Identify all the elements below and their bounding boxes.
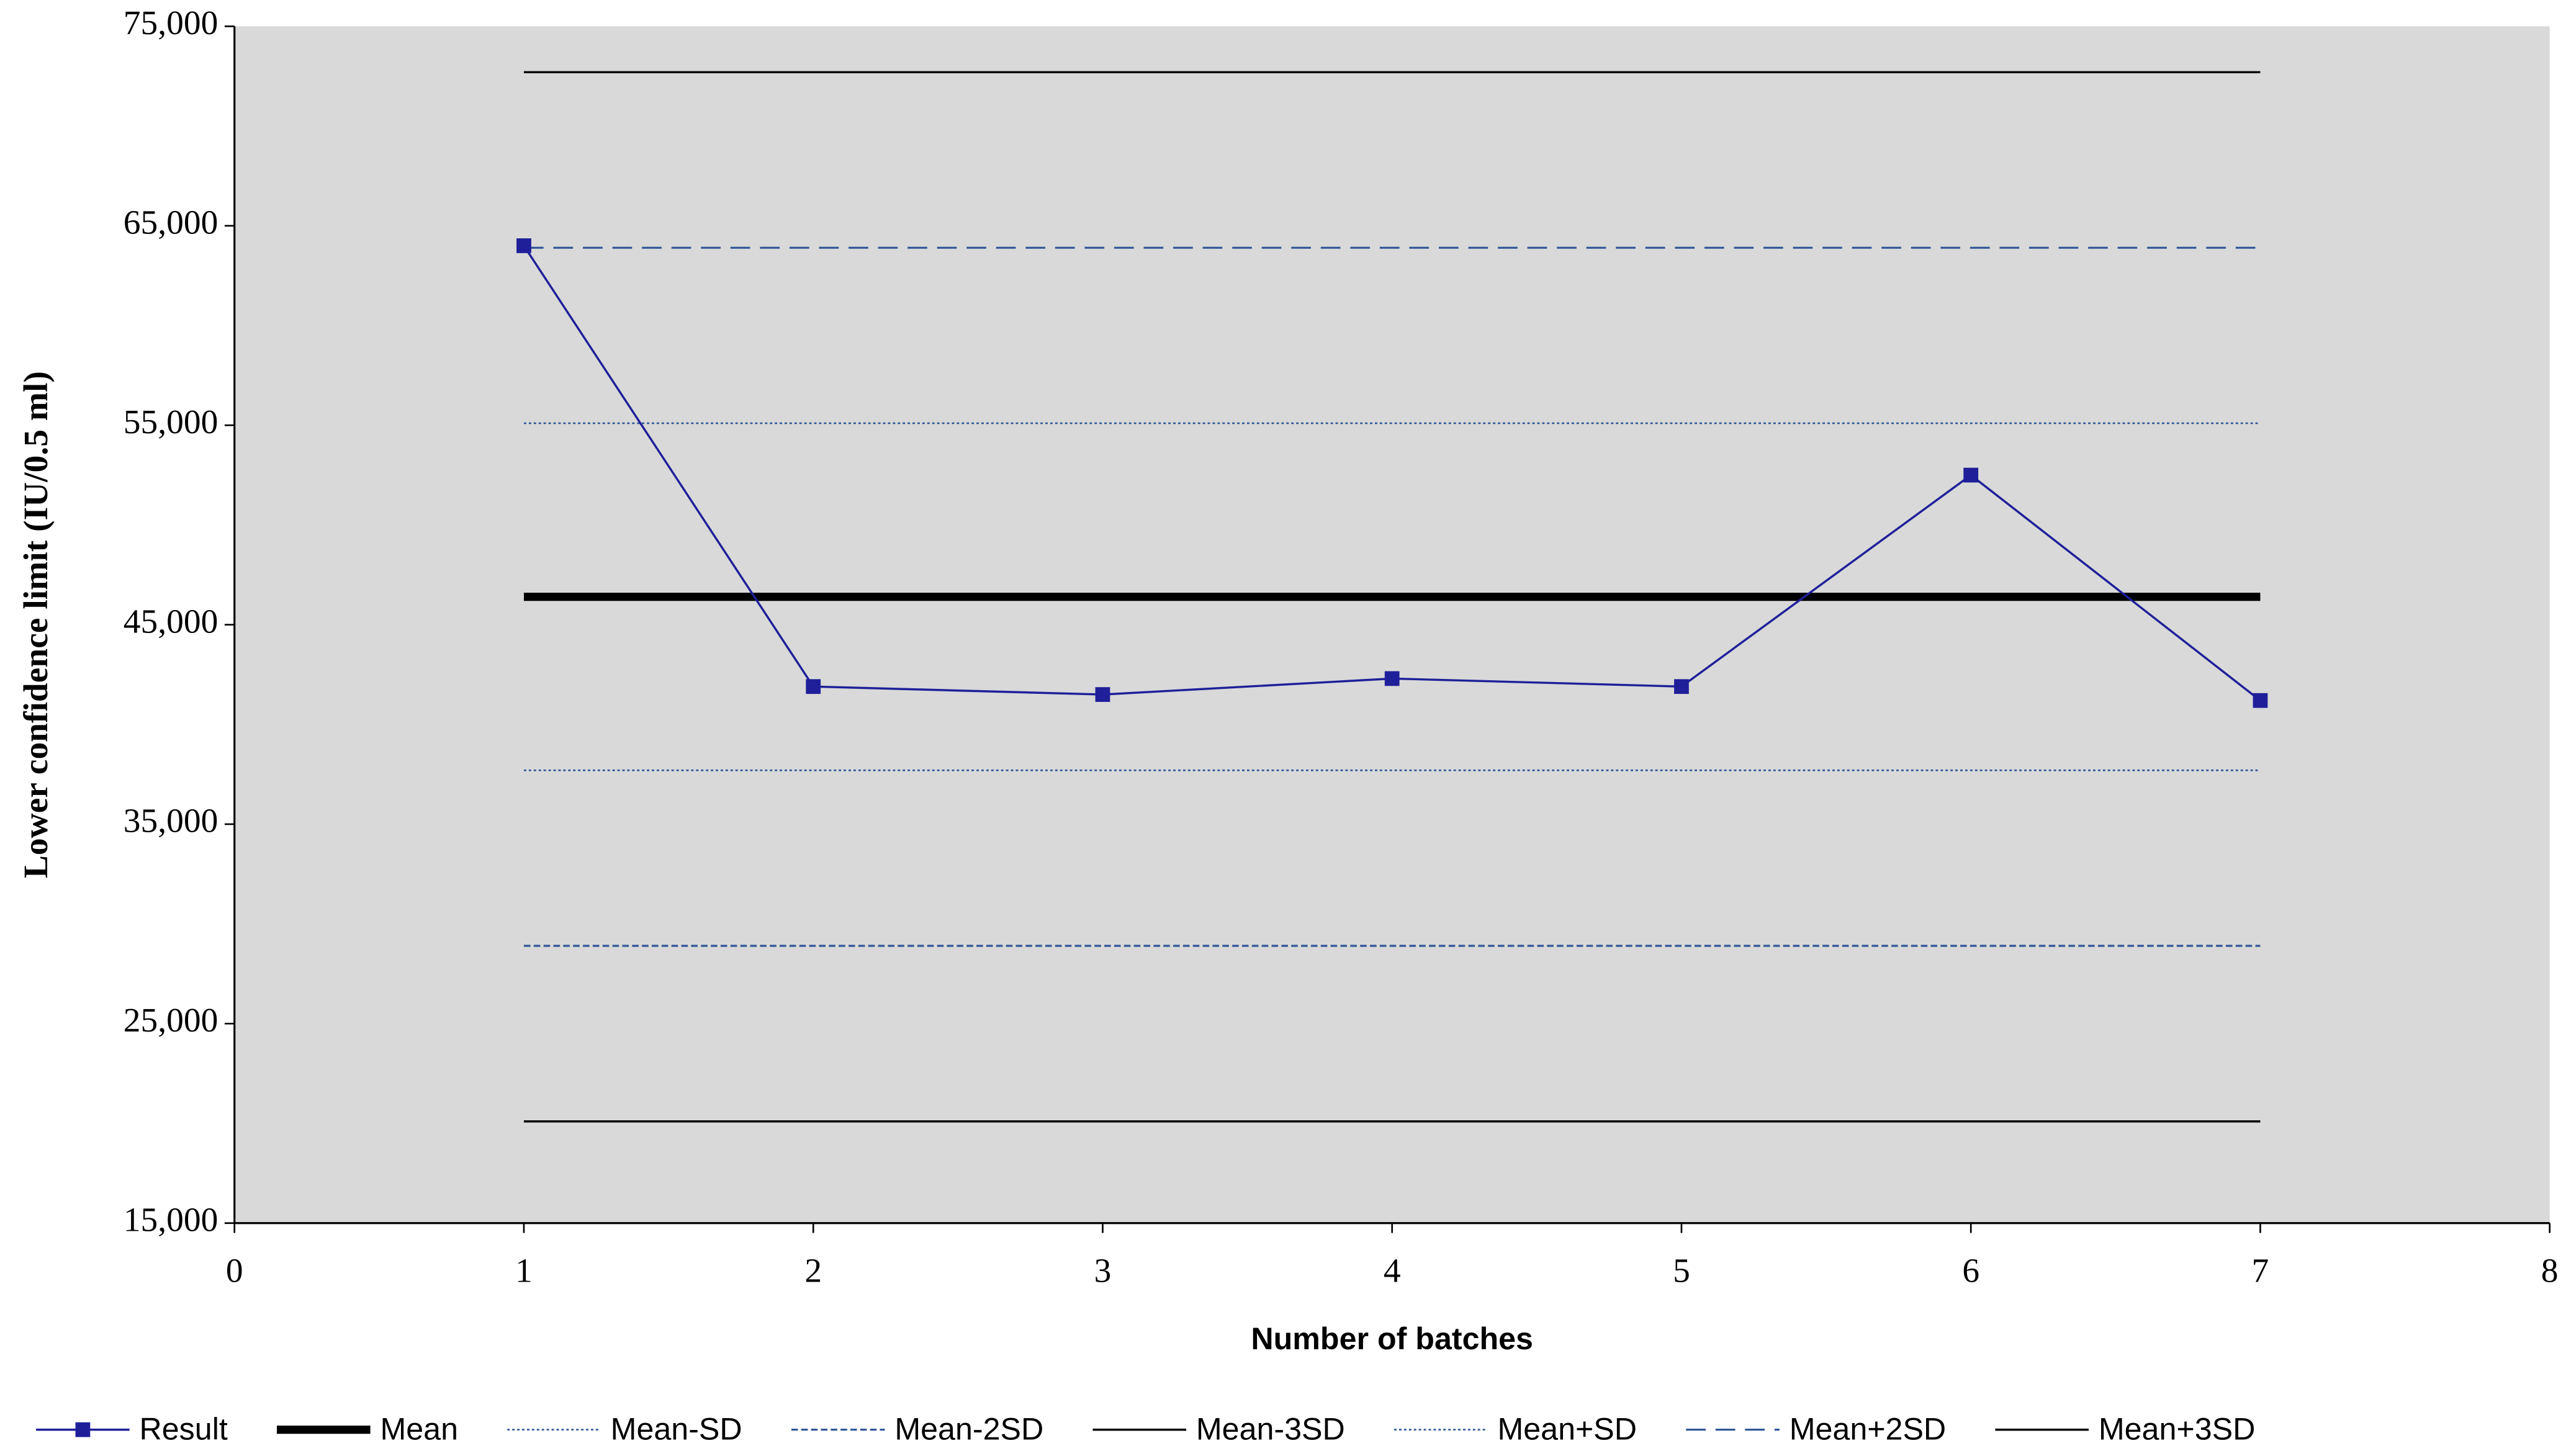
x-tick-label: 7 [2252,1251,2269,1289]
legend-item: Mean-2SD [791,1412,1043,1447]
x-tick-label: 5 [1673,1251,1690,1289]
y-tick-label: 35,000 [124,802,218,840]
x-tick-label: 8 [2541,1251,2559,1289]
legend-item: Mean [277,1412,458,1447]
legend-label: Mean+2SD [1790,1412,1946,1447]
y-axis-title: Lower confidence limit (IU/0.5 ml) [17,371,55,878]
x-tick-label: 2 [804,1251,822,1289]
legend-item: Mean+3SD [1995,1412,2255,1447]
legend-marker [75,1422,91,1437]
legend-label: Mean+SD [1497,1412,1637,1447]
y-tick-label: 65,000 [124,204,218,241]
legend-label: Mean+3SD [2099,1412,2255,1447]
x-tick-label: 3 [1094,1251,1112,1289]
legend-label: Mean-2SD [894,1412,1043,1447]
data-point [516,238,531,253]
x-tick-label: 0 [226,1251,243,1289]
x-tick-label: 6 [1962,1251,1979,1289]
data-point [2253,693,2268,708]
legend-item: Mean+SD [1394,1412,1637,1447]
plot-area [234,26,2550,1223]
legend-label: Result [140,1412,228,1447]
legend-item: Result [36,1412,228,1447]
data-point [1674,679,1689,694]
legend-label: Mean-SD [611,1412,742,1447]
legend-item: Mean+2SD [1686,1412,1946,1447]
x-tick-label: 4 [1384,1251,1401,1289]
y-tick-label: 25,000 [124,1001,218,1039]
legend-label: Mean [380,1412,458,1447]
data-point [1384,671,1400,686]
data-point [1095,687,1110,702]
y-tick-label: 75,000 [124,4,218,42]
y-tick-label: 15,000 [124,1200,218,1238]
x-axis-title: Number of batches [1251,1321,1533,1356]
legend-item: Mean-SD [507,1412,742,1447]
x-tick-label: 1 [515,1251,533,1289]
legend-item: Mean-3SD [1092,1412,1345,1447]
data-point [1963,467,1979,483]
y-tick-label: 55,000 [124,403,218,441]
y-tick-label: 45,000 [124,602,218,640]
data-point [806,679,821,694]
legend-label: Mean-3SD [1196,1412,1345,1447]
